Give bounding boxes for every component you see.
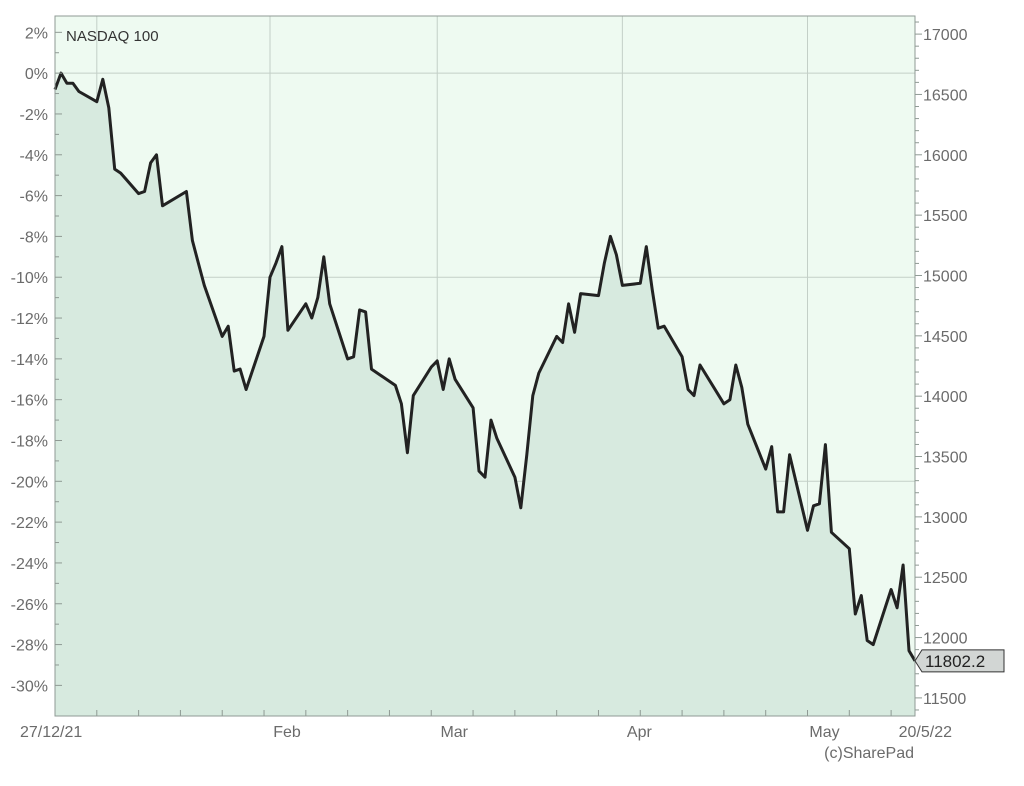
- y-left-tick-label: -24%: [11, 556, 48, 573]
- last-value-marker: 11802.2: [914, 649, 1005, 673]
- y-right-tick-label: 14000: [923, 389, 968, 406]
- y-right-tick-label: 12500: [923, 570, 968, 587]
- y-left-tick-label: -14%: [11, 352, 48, 369]
- y-left-tick-label: -4%: [20, 148, 48, 165]
- x-tick-label: 20/5/22: [899, 724, 952, 741]
- y-right-tick-label: 13000: [923, 510, 968, 527]
- y-right-tick-label: 13500: [923, 450, 968, 467]
- x-tick-label: 27/12/21: [20, 724, 82, 741]
- last-value-box: [914, 649, 1005, 673]
- x-tick-label: Feb: [273, 724, 301, 741]
- y-right-tick-label: 16500: [923, 87, 968, 104]
- y-right-tick-label: 11500: [923, 691, 966, 708]
- y-right-tick-labels: 17000 16500 16000 15500 15000 14500 14000 13500…: [923, 27, 968, 708]
- y-left-tick-label: -28%: [11, 638, 48, 655]
- y-right-tick-label: 17000: [923, 27, 968, 44]
- y-left-tick-label: -30%: [11, 678, 48, 695]
- x-tick-labels: 27/12/21 Feb Mar Apr May 20/5/22: [20, 724, 952, 741]
- y-left-tick-label: -10%: [11, 270, 48, 287]
- y-right-tick-label: 12000: [923, 631, 968, 648]
- y-left-tick-label: -2%: [20, 107, 48, 124]
- y-left-tick-label: -8%: [20, 229, 48, 246]
- x-tick-label: Apr: [627, 724, 653, 741]
- y-left-tick-label: -18%: [11, 433, 48, 450]
- y-left-tick-label: -16%: [11, 393, 48, 410]
- credit-label: (c)SharePad: [824, 745, 914, 762]
- y-right-tick-label: 15500: [923, 208, 968, 225]
- plot-border: [54, 15, 916, 717]
- y-left-tick-label: -6%: [20, 189, 48, 206]
- y-right-tick-label: 15000: [923, 268, 968, 285]
- x-tick-label: Mar: [440, 724, 468, 741]
- y-left-tick-label: -22%: [11, 515, 48, 532]
- last-value-label: 11802.2: [925, 652, 985, 671]
- area-fill: [55, 73, 915, 717]
- x-tick-label: May: [809, 724, 839, 741]
- series-line: [53, 71, 917, 662]
- y-left-tick-label: -20%: [11, 474, 48, 491]
- chart-title: NASDAQ 100: [66, 28, 159, 45]
- y-left-tick-label: -12%: [11, 311, 48, 328]
- y-left-tick-label: 2%: [25, 25, 48, 42]
- y-left-tick-labels: 2% 0% -2% -4% -6% -8% -10% -12% -14% -16% -18% -20%…: [11, 25, 48, 695]
- y-left-tick-label: -26%: [11, 597, 48, 614]
- axis-ticks: [54, 21, 922, 716]
- y-right-tick-label: 14500: [923, 329, 968, 346]
- y-right-tick-label: 16000: [923, 148, 968, 165]
- y-left-tick-label: 0%: [25, 66, 48, 83]
